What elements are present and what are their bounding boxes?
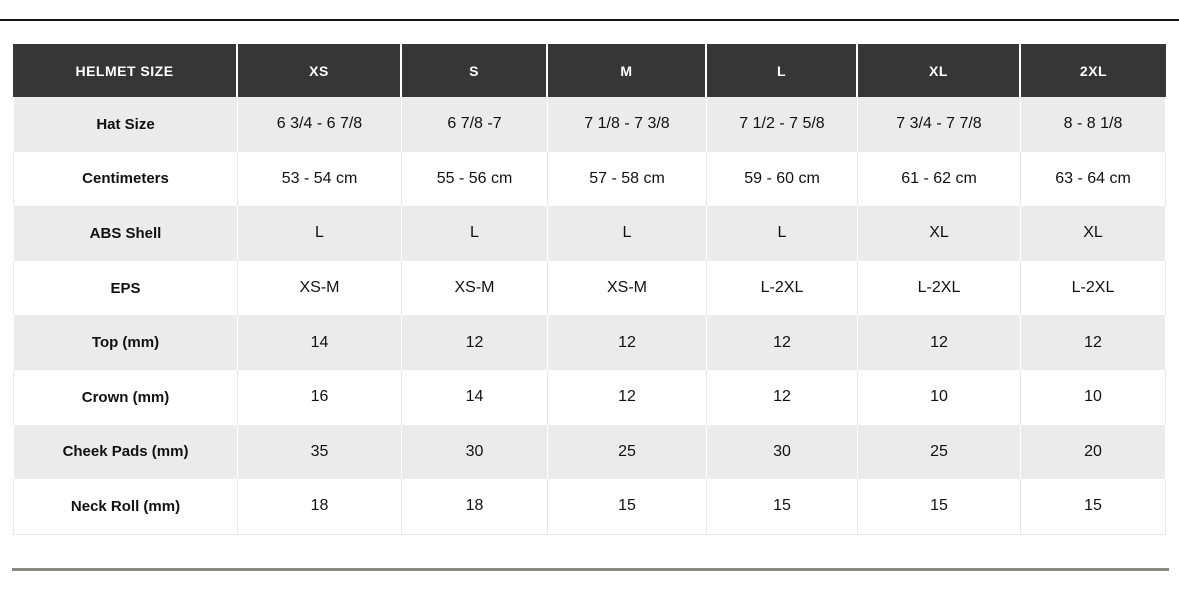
table-cell: 12 [707,369,858,425]
table-cell: 35 [238,424,402,480]
table-cell: 63 - 64 cm [1021,151,1166,207]
table-cell: 10 [1021,369,1166,425]
table-cell: 25 [548,424,707,480]
table-cell: L-2XL [858,260,1021,316]
table-cell: 15 [1021,479,1166,535]
column-header-xs: XS [238,44,402,97]
table-cell: L [402,206,548,261]
row-label-hat-size: Hat Size [13,97,238,152]
row-label-crown-mm: Crown (mm) [13,369,238,425]
table-cell: 6 7/8 -7 [402,97,548,152]
table-cell: 12 [858,315,1021,370]
table-cell: 15 [548,479,707,535]
column-header-helmet-size: HELMET SIZE [13,44,238,97]
table-cell: XL [858,206,1021,261]
column-header-xl: XL [858,44,1021,97]
header-row: HELMET SIZE XS S M L XL 2XL [13,44,1166,97]
table-row-centimeters: Centimeters 53 - 54 cm 55 - 56 cm 57 - 5… [13,151,1166,207]
table-cell: XS-M [548,260,707,316]
column-header-s: S [402,44,548,97]
table-cell: 18 [238,479,402,535]
table-cell: 18 [402,479,548,535]
table-cell: 20 [1021,424,1166,480]
helmet-size-chart-table: HELMET SIZE XS S M L XL 2XL Hat Size 6 3… [13,44,1166,535]
table-cell: 57 - 58 cm [548,151,707,207]
row-label-neck-roll-mm: Neck Roll (mm) [13,479,238,535]
row-label-abs-shell: ABS Shell [13,206,238,261]
table-header: HELMET SIZE XS S M L XL 2XL [13,44,1166,97]
table-cell: XS-M [402,260,548,316]
table-cell: 53 - 54 cm [238,151,402,207]
table-cell: 55 - 56 cm [402,151,548,207]
table-cell: 12 [402,315,548,370]
table-cell: 7 1/2 - 7 5/8 [707,97,858,152]
table-row-eps: EPS XS-M XS-M XS-M L-2XL L-2XL L-2XL [13,260,1166,316]
table-cell: XL [1021,206,1166,261]
table-cell: 7 3/4 - 7 7/8 [858,97,1021,152]
table-cell: 15 [858,479,1021,535]
column-header-l: L [707,44,858,97]
table-cell: 14 [238,315,402,370]
row-label-cheek-pads-mm: Cheek Pads (mm) [13,424,238,480]
table-cell: 12 [548,315,707,370]
row-label-eps: EPS [13,260,238,316]
column-header-m: M [548,44,707,97]
table-row-cheek-pads-mm: Cheek Pads (mm) 35 30 25 30 25 20 [13,424,1166,480]
table-cell: L-2XL [1021,260,1166,316]
table-cell: 7 1/8 - 7 3/8 [548,97,707,152]
table-cell: 16 [238,369,402,425]
table-cell: 12 [548,369,707,425]
row-label-centimeters: Centimeters [13,151,238,207]
table-cell: 12 [1021,315,1166,370]
table-cell: 25 [858,424,1021,480]
table-cell: L-2XL [707,260,858,316]
top-divider-rule [0,19,1179,21]
table-cell: L [707,206,858,261]
table-cell: 6 3/4 - 6 7/8 [238,97,402,152]
bottom-divider-rule [12,568,1169,571]
table-cell: 59 - 60 cm [707,151,858,207]
table-cell: 10 [858,369,1021,425]
table-row-top-mm: Top (mm) 14 12 12 12 12 12 [13,315,1166,370]
table-row-hat-size: Hat Size 6 3/4 - 6 7/8 6 7/8 -7 7 1/8 - … [13,97,1166,152]
table-cell: 61 - 62 cm [858,151,1021,207]
table-cell: 15 [707,479,858,535]
table-cell: 30 [402,424,548,480]
table-row-neck-roll-mm: Neck Roll (mm) 18 18 15 15 15 15 [13,479,1166,535]
table-cell: L [238,206,402,261]
table-cell: L [548,206,707,261]
table-cell: 8 - 8 1/8 [1021,97,1166,152]
table-cell: XS-M [238,260,402,316]
table-cell: 30 [707,424,858,480]
table-row-abs-shell: ABS Shell L L L L XL XL [13,206,1166,261]
column-header-2xl: 2XL [1021,44,1166,97]
table-cell: 12 [707,315,858,370]
row-label-top-mm: Top (mm) [13,315,238,370]
table-body: Hat Size 6 3/4 - 6 7/8 6 7/8 -7 7 1/8 - … [13,97,1166,535]
table-row-crown-mm: Crown (mm) 16 14 12 12 10 10 [13,369,1166,425]
table-cell: 14 [402,369,548,425]
